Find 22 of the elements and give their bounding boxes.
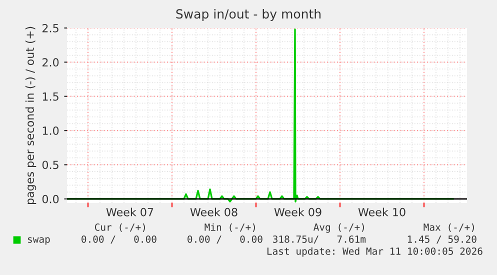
y-tick-label: 0.0 (42, 194, 59, 204)
x-tick-label: Week 10 (358, 208, 406, 216)
y-tick-label: 2.5 (42, 24, 58, 32)
text: 318.75u/ 7.61m (273, 235, 366, 244)
x-tick-label: Week 08 (190, 208, 238, 216)
text: Min (-/+) (204, 223, 255, 232)
y-axis-title: pages per second in (-) / out (+) (25, 26, 36, 204)
y-tick-label: 1.0 (42, 126, 59, 135)
x-tick-label: Week 07 (106, 208, 154, 216)
text: Last update: Wed Mar 11 10:00:05 2026 (267, 247, 482, 257)
chart-title: Swap in/out - by month (176, 8, 321, 22)
text: 0.00 / 0.00 (188, 235, 262, 244)
text: Max (-/+) (424, 223, 474, 232)
y-tick-label: 1.5 (42, 92, 58, 101)
text: 1.45 / 59.20 (408, 235, 476, 244)
x-tick-label: Week 09 (274, 208, 322, 216)
y-tick-label: 0.5 (42, 160, 58, 170)
text: Avg (-/+) (314, 223, 364, 233)
legend-label: swap (28, 237, 50, 245)
text: Cur (-/+) (94, 223, 145, 232)
text: 0.00 / 0.00 (82, 235, 156, 244)
y-tick-label: 2.0 (42, 58, 59, 67)
